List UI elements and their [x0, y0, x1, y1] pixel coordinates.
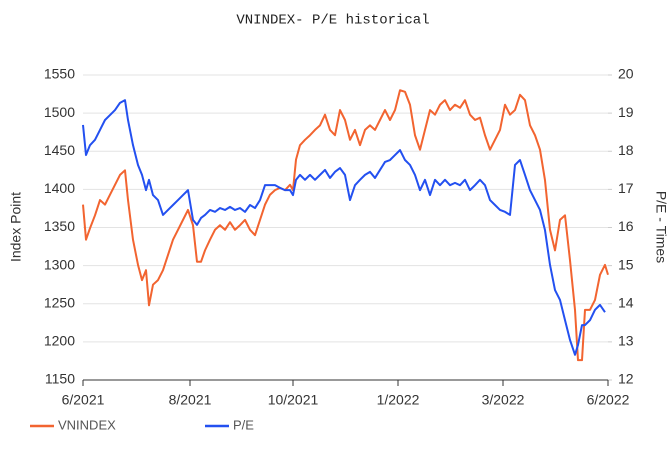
y2-tick-label: 12 [618, 371, 634, 387]
y2-tick-label: 16 [618, 218, 634, 234]
x-tick-label: 6/2022 [587, 392, 630, 408]
series-line [82, 99, 606, 356]
y2-tick-label: 17 [618, 180, 634, 196]
y2-tick-label: 20 [618, 66, 634, 82]
y-tick-label: 1450 [44, 142, 75, 158]
y2-tick-label: 18 [618, 142, 634, 158]
x-tick-label: 3/2022 [482, 392, 525, 408]
x-tick-label: 6/2021 [62, 392, 105, 408]
legend-item: VNINDEX [30, 417, 116, 432]
y-tick-label: 1550 [44, 66, 75, 82]
y-tick-label: 1400 [44, 180, 75, 196]
y-tick-label: 1500 [44, 104, 75, 120]
x-tick-label: 1/2022 [377, 392, 420, 408]
y2-axis-title: P/E - Times [653, 191, 667, 263]
y-axis-title: Index Point [8, 192, 24, 262]
y2-tick-label: 13 [618, 333, 634, 349]
y2-tick-label: 14 [618, 294, 634, 310]
legend-label: VNINDEX [58, 417, 116, 432]
y2-tick-label: 19 [618, 104, 634, 120]
y-tick-label: 1200 [44, 333, 75, 349]
y-tick-label: 1150 [45, 371, 75, 387]
y2-tick-label: 15 [618, 256, 634, 272]
chart-title: VNINDEX- P/E historical [236, 13, 429, 29]
y-tick-label: 1250 [44, 294, 75, 310]
series-line [82, 89, 609, 362]
legend-item: P/E [205, 417, 254, 432]
x-tick-label: 10/2021 [268, 392, 319, 408]
legend-label: P/E [233, 417, 254, 432]
y-tick-label: 1350 [44, 218, 75, 234]
x-tick-label: 8/2021 [169, 392, 212, 408]
y-tick-label: 1300 [44, 256, 75, 272]
